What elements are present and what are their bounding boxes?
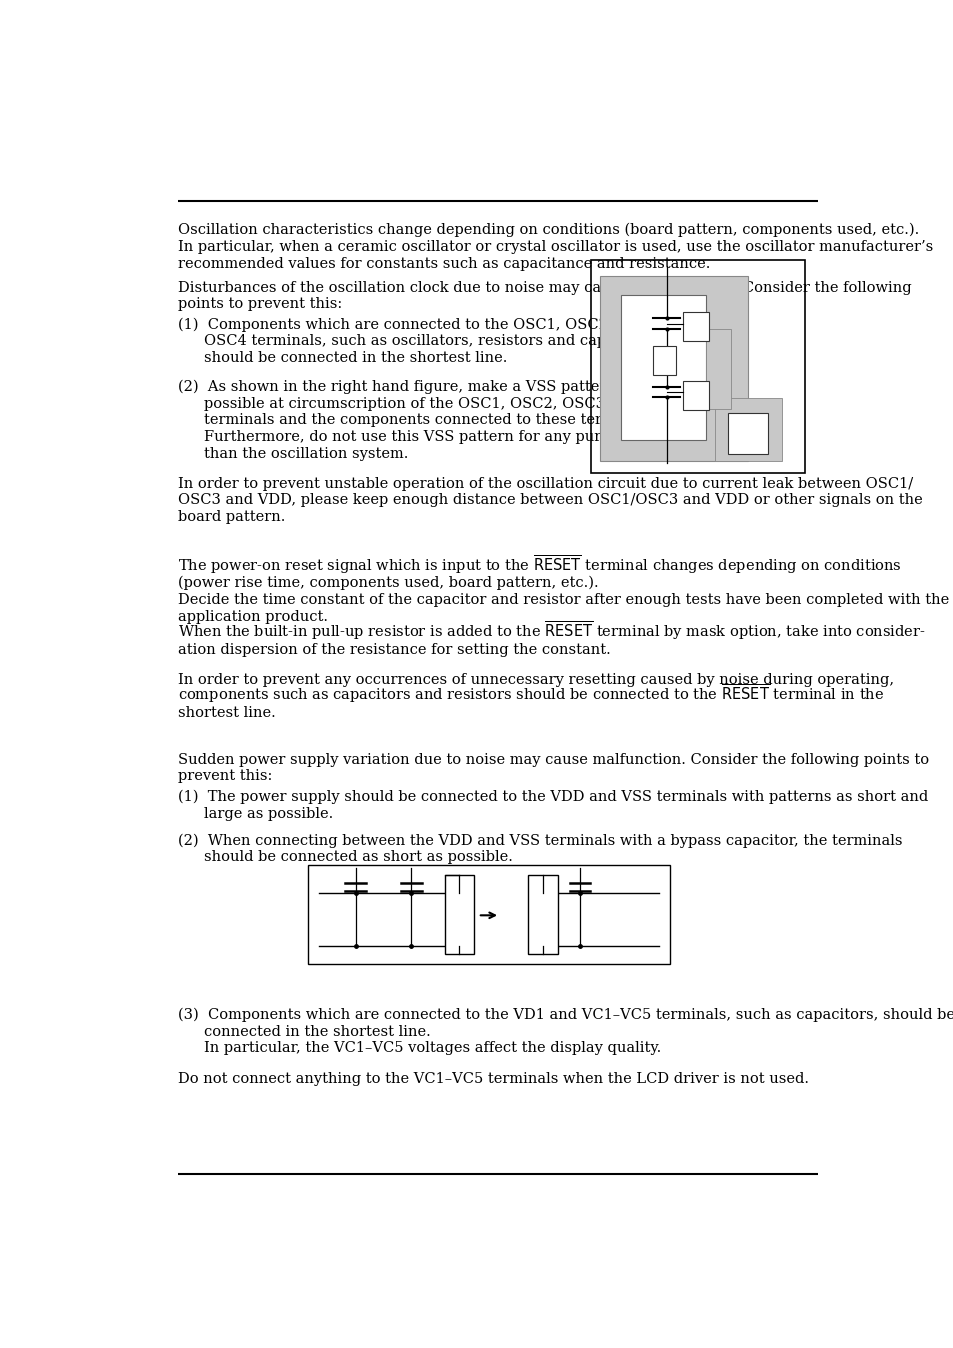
Text: connected in the shortest line.: connected in the shortest line.	[204, 1024, 431, 1039]
Text: Decide the time constant of the capacitor and resistor after enough tests have b: Decide the time constant of the capacito…	[178, 593, 948, 607]
Bar	[444, 875, 474, 954]
Text: (3)  Components which are connected to the VD1 and VC1–VC5 terminals, such as ca: (3) Components which are connected to th…	[178, 1008, 953, 1022]
Text: shortest line.: shortest line.	[178, 706, 275, 720]
Text: In order to prevent any occurrences of unnecessary resetting caused by noise dur: In order to prevent any occurrences of u…	[178, 673, 894, 687]
Text: should be connected in the shortest line.: should be connected in the shortest line…	[204, 350, 507, 365]
Text: When the built-in pull-up resistor is added to the $\overline{\mathrm{RESET}}$ t: When the built-in pull-up resistor is ad…	[178, 620, 925, 642]
Bar	[727, 412, 767, 454]
Text: Furthermore, do not use this VSS pattern for any purpose other: Furthermore, do not use this VSS pattern…	[204, 430, 679, 443]
Text: prevent this:: prevent this:	[178, 770, 273, 783]
Bar	[682, 313, 708, 341]
Text: components such as capacitors and resistors should be connected to the $\overlin: components such as capacitors and resist…	[178, 683, 883, 705]
Text: (power rise time, components used, board pattern, etc.).: (power rise time, components used, board…	[178, 576, 598, 590]
Bar	[682, 380, 708, 410]
Text: Sudden power supply variation due to noise may cause malfunction. Consider the f: Sudden power supply variation due to noi…	[178, 752, 928, 767]
Text: OSC4 terminals, such as oscillators, resistors and capacitors,: OSC4 terminals, such as oscillators, res…	[204, 334, 661, 349]
Text: large as possible.: large as possible.	[204, 806, 334, 821]
Text: possible at circumscription of the OSC1, OSC2, OSC3 and OSC4: possible at circumscription of the OSC1,…	[204, 396, 684, 411]
Bar	[619, 295, 705, 439]
Text: than the oscillation system.: than the oscillation system.	[204, 446, 408, 461]
Bar	[590, 260, 804, 473]
Text: (2)  When connecting between the VDD and VSS terminals with a bypass capacitor, : (2) When connecting between the VDD and …	[178, 833, 902, 848]
Text: recommended values for constants such as capacitance and resistance.: recommended values for constants such as…	[178, 256, 710, 271]
Bar	[308, 865, 669, 964]
Bar	[528, 875, 558, 954]
Text: should be connected as short as possible.: should be connected as short as possible…	[204, 851, 513, 864]
Text: Do not connect anything to the VC1–VC5 terminals when the LCD driver is not used: Do not connect anything to the VC1–VC5 t…	[178, 1073, 808, 1086]
Bar	[705, 329, 731, 408]
Text: In order to prevent unstable operation of the oscillation circuit due to current: In order to prevent unstable operation o…	[178, 477, 913, 491]
Text: The power-on reset signal which is input to the $\overline{\mathrm{RESET}}$ term: The power-on reset signal which is input…	[178, 553, 902, 576]
Text: (1)  The power supply should be connected to the VDD and VSS terminals with patt: (1) The power supply should be connected…	[178, 790, 927, 805]
Bar	[652, 346, 676, 376]
Text: board pattern.: board pattern.	[178, 510, 286, 524]
Bar	[599, 276, 747, 461]
Bar	[715, 399, 781, 461]
Text: application product.: application product.	[178, 609, 328, 624]
Text: OSC3 and VDD, please keep enough distance between OSC1/OSC3 and VDD or other sig: OSC3 and VDD, please keep enough distanc…	[178, 493, 923, 507]
Text: In particular, the VC1–VC5 voltages affect the display quality.: In particular, the VC1–VC5 voltages affe…	[204, 1041, 660, 1055]
Text: Disturbances of the oscillation clock due to noise may cause a malfunction. Cons: Disturbances of the oscillation clock du…	[178, 280, 911, 294]
Text: (1)  Components which are connected to the OSC1, OSC2, OSC3 and: (1) Components which are connected to th…	[178, 318, 692, 332]
Text: terminals and the components connected to these terminals.: terminals and the components connected t…	[204, 414, 656, 427]
Text: points to prevent this:: points to prevent this:	[178, 297, 342, 311]
Text: In particular, when a ceramic oscillator or crystal oscillator is used, use the : In particular, when a ceramic oscillator…	[178, 240, 933, 253]
Text: ation dispersion of the resistance for setting the constant.: ation dispersion of the resistance for s…	[178, 643, 611, 656]
Text: Oscillation characteristics change depending on conditions (board pattern, compo: Oscillation characteristics change depen…	[178, 222, 919, 237]
Text: (2)  As shown in the right hand figure, make a VSS pattern as large as: (2) As shown in the right hand figure, m…	[178, 380, 700, 394]
